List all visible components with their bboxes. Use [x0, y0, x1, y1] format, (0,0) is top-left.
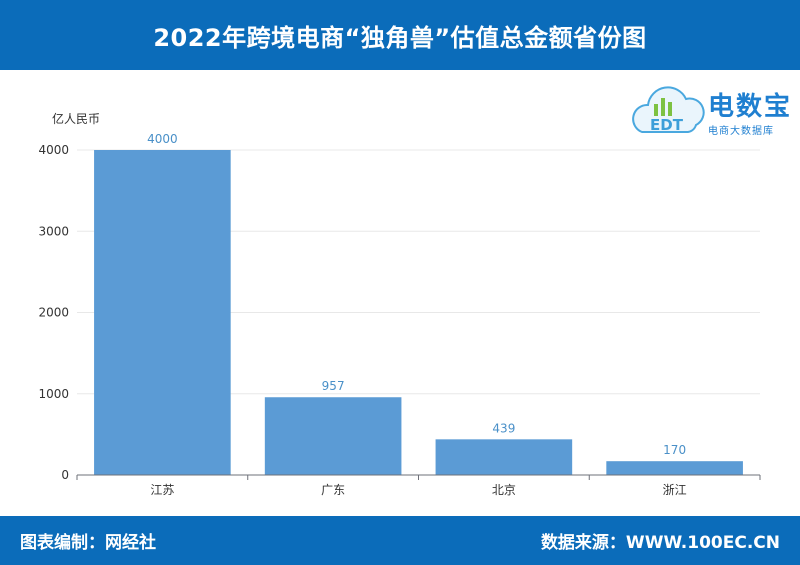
bar: [264, 397, 402, 475]
logo-brand: 电数宝: [708, 92, 793, 122]
bar-value-label: 170: [663, 443, 686, 457]
bars: [94, 150, 743, 475]
x-axis-ticks: 江苏 广东 北京 浙江: [76, 475, 761, 497]
y-tick-label: 3000: [38, 224, 69, 238]
footer-credit: 图表编制：网经社: [20, 533, 156, 553]
bar-chart: 亿人民币 0 1000 2000 3000 4000 4000 957 439 170 江苏 广…: [38, 111, 761, 497]
y-tick-label: 2000: [38, 306, 69, 320]
page-title: 2022年跨境电商“独角兽”估值总金额省份图: [153, 23, 647, 52]
y-tick-label: 1000: [38, 387, 69, 401]
bar-value-label: 439: [492, 421, 515, 435]
bar: [435, 439, 573, 475]
bar: [94, 150, 231, 475]
footer-bar: 图表编制：网经社 数据来源：WWW.100EC.CN: [0, 516, 800, 565]
data-labels: 4000 957 439 170: [147, 132, 686, 457]
logo-subtitle: 电商大数据库: [708, 126, 774, 137]
header-bar: 2022年跨境电商“独角兽”估值总金额省份图: [0, 0, 800, 70]
footer-source: 数据来源：WWW.100EC.CN: [540, 533, 780, 553]
logo-mark: EDT: [650, 116, 684, 134]
x-tick-label: 江苏: [150, 483, 174, 497]
logo: EDT 电数宝 电商大数据库: [628, 74, 798, 144]
bar-value-label: 957: [322, 379, 345, 393]
x-tick-label: 广东: [321, 483, 345, 497]
bar: [606, 461, 743, 475]
x-tick-label: 浙江: [663, 483, 687, 497]
x-tick-label: 北京: [492, 483, 516, 497]
cloud-logo-icon: EDT: [632, 86, 705, 134]
y-axis-label: 亿人民币: [52, 111, 100, 126]
y-tick-label: 0: [61, 468, 69, 482]
bar-value-label: 4000: [147, 132, 178, 146]
y-tick-label: 4000: [38, 143, 69, 157]
y-axis-ticks: 0 1000 2000 3000 4000: [38, 143, 69, 482]
